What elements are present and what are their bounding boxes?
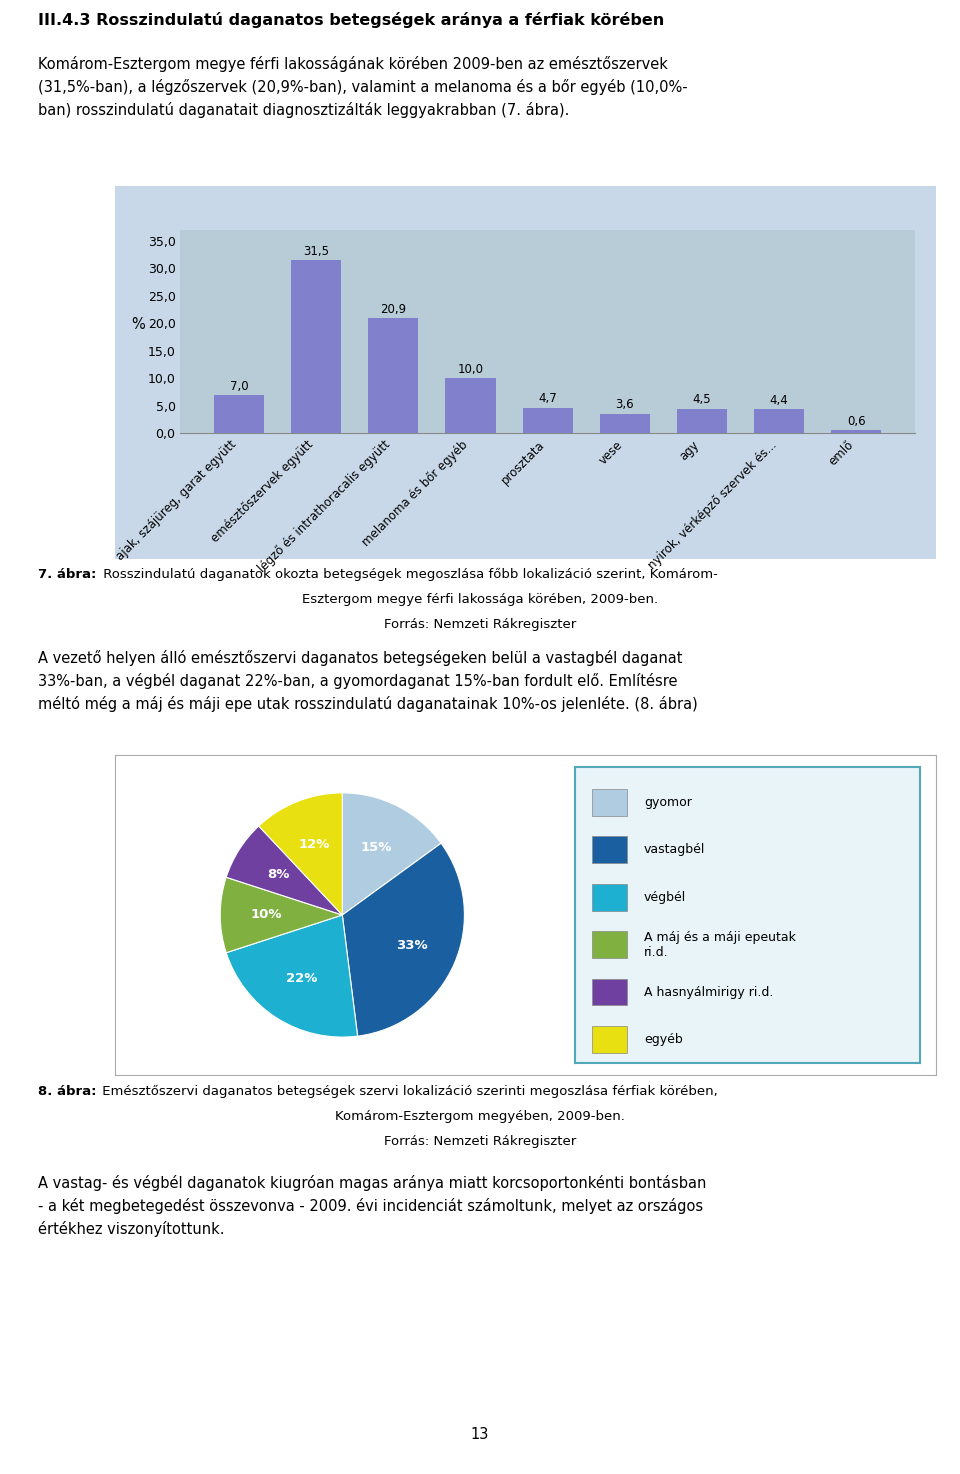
Text: 33%: 33% [396,939,427,952]
Text: A hasnyálmirigy ri.d.: A hasnyálmirigy ri.d. [644,986,773,998]
Text: 31,5: 31,5 [303,245,329,258]
Text: Emésztőszervi daganatos betegségek szervi lokalizáció szerinti megoszlása férfia: Emésztőszervi daganatos betegségek szerv… [98,1085,718,1098]
Bar [214,395,264,433]
Bar [445,379,495,433]
Bar [831,430,881,433]
Text: 4,7: 4,7 [539,392,557,405]
Text: 10,0: 10,0 [458,363,484,376]
Text: 7. ábra:: 7. ábra: [38,567,97,581]
Wedge shape [227,915,358,1038]
Text: A máj és a máji epeutak
ri.d.: A máj és a máji epeutak ri.d. [644,930,796,958]
Bar [592,979,627,1005]
Wedge shape [220,877,343,952]
Text: Esztergom megye férfi lakossága körében, 2009-ben.: Esztergom megye férfi lakossága körében,… [302,593,658,606]
Bar [755,410,804,433]
Text: 4,4: 4,4 [770,394,788,407]
Text: Rosszindulatú daganatok okozta betegségek megoszlása főbb lokalizáció szerint, K: Rosszindulatú daganatok okozta betegsége… [99,567,718,581]
Text: 3,6: 3,6 [615,398,635,411]
Text: gyomor: gyomor [644,796,691,809]
Text: 13: 13 [470,1427,490,1442]
Text: 15%: 15% [361,842,393,853]
Text: Komárom-Esztergom megye férfi lakosságának körében 2009-ben az emésztőszervek
(3: Komárom-Esztergom megye férfi lakosságán… [38,56,688,118]
Text: 0,6: 0,6 [847,414,866,427]
Text: 4,5: 4,5 [693,394,711,407]
Text: 22%: 22% [286,973,318,986]
Wedge shape [343,793,441,915]
Bar [677,408,727,433]
Text: 12%: 12% [299,839,330,850]
Bar [592,1026,627,1052]
Wedge shape [343,843,465,1036]
Bar [291,261,341,433]
Bar [592,789,627,815]
Text: egyéb: egyéb [644,1033,683,1047]
Bar [600,414,650,433]
Text: Forrás: Nemzeti Rákregiszter: Forrás: Nemzeti Rákregiszter [384,1135,576,1148]
Text: A vastag- és végbél daganatok kiugróan magas aránya miatt korcsoportonkénti bont: A vastag- és végbél daganatok kiugróan m… [38,1175,707,1237]
Text: 20,9: 20,9 [380,304,406,317]
Text: 7,0: 7,0 [229,380,249,392]
Text: végbél: végbél [644,890,686,904]
Text: A vezető helyen álló emésztőszervi daganatos betegségeken belül a vastagbél daga: A vezető helyen álló emésztőszervi dagan… [38,650,698,712]
Text: 10%: 10% [251,908,282,921]
Bar [592,836,627,864]
Text: III.4.3 Rosszindulatú daganatos betegségek aránya a férfiak körében: III.4.3 Rosszindulatú daganatos betegség… [38,12,664,28]
Text: vastagbél: vastagbél [644,843,706,856]
Bar [592,932,627,958]
Text: 8. ábra:: 8. ábra: [38,1085,97,1098]
Text: Komárom-Esztergom megyében, 2009-ben.: Komárom-Esztergom megyében, 2009-ben. [335,1110,625,1123]
Text: Forrás: Nemzeti Rákregiszter: Forrás: Nemzeti Rákregiszter [384,618,576,631]
Wedge shape [259,793,343,915]
Bar [369,318,419,433]
Bar [522,407,573,433]
Bar [592,884,627,911]
Wedge shape [227,825,343,915]
Text: 8%: 8% [267,868,290,881]
Y-axis label: %: % [131,317,145,332]
